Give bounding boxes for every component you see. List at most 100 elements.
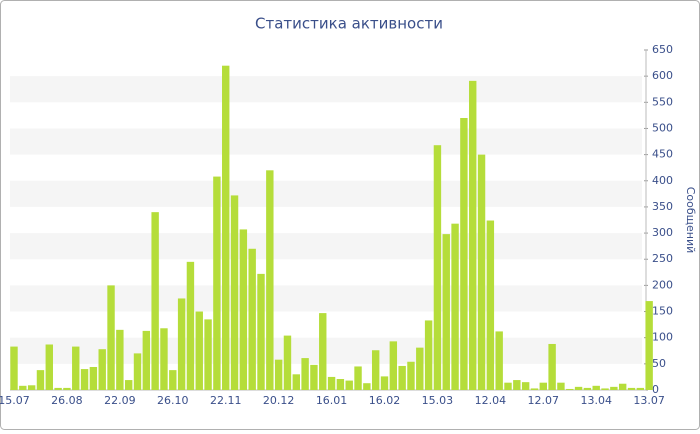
x-tick-label: 12.04 bbox=[475, 394, 507, 407]
bar bbox=[186, 261, 195, 390]
bar bbox=[469, 80, 477, 390]
bar bbox=[230, 195, 239, 390]
y-tick-label: 600 bbox=[652, 69, 673, 82]
bar bbox=[204, 319, 212, 390]
bar bbox=[327, 376, 336, 390]
bar bbox=[151, 212, 159, 390]
bar bbox=[363, 383, 371, 390]
bar bbox=[195, 311, 203, 390]
grid-band bbox=[10, 285, 642, 312]
y-axis-label: Сообщений bbox=[684, 187, 697, 254]
bar bbox=[477, 154, 486, 390]
bar bbox=[319, 313, 327, 390]
grid-band bbox=[10, 180, 642, 207]
bar bbox=[124, 380, 133, 390]
bar bbox=[566, 388, 574, 390]
bar bbox=[601, 388, 609, 390]
x-tick-label: 22.09 bbox=[104, 394, 136, 407]
bar bbox=[10, 346, 18, 390]
bar bbox=[371, 350, 380, 390]
bar bbox=[36, 370, 45, 390]
bar bbox=[539, 382, 547, 390]
bar bbox=[451, 223, 459, 390]
bar bbox=[63, 387, 71, 390]
bar bbox=[98, 349, 106, 390]
bar bbox=[486, 220, 495, 390]
bar bbox=[310, 364, 318, 390]
y-tick-label: 400 bbox=[652, 174, 673, 187]
y-tick-label: 100 bbox=[652, 331, 673, 344]
x-tick-label: 12.07 bbox=[528, 394, 560, 407]
y-tick-label: 500 bbox=[652, 121, 673, 134]
bar bbox=[645, 301, 653, 390]
y-tick-label: 350 bbox=[652, 200, 673, 213]
bar bbox=[389, 341, 398, 390]
x-tick-label: 13.04 bbox=[580, 394, 612, 407]
bar bbox=[574, 386, 583, 390]
chart-title: Статистика активности bbox=[255, 15, 443, 33]
bar bbox=[530, 388, 539, 390]
y-tick-label: 250 bbox=[652, 252, 673, 265]
bar bbox=[133, 353, 142, 390]
bar bbox=[116, 329, 124, 390]
y-tick-label: 150 bbox=[652, 305, 673, 318]
bar bbox=[248, 248, 256, 390]
x-tick-label: 22.11 bbox=[210, 394, 242, 407]
bar bbox=[424, 320, 433, 390]
x-tick-label: 20.12 bbox=[263, 394, 295, 407]
bar bbox=[460, 118, 468, 390]
bar bbox=[557, 382, 565, 390]
y-tick-label: 550 bbox=[652, 95, 673, 108]
bar bbox=[301, 358, 309, 390]
bar bbox=[495, 331, 503, 390]
bar bbox=[169, 370, 177, 390]
bar bbox=[292, 374, 300, 390]
bar bbox=[636, 387, 645, 390]
x-tick-label: 26.10 bbox=[157, 394, 189, 407]
bar bbox=[345, 380, 353, 390]
bar bbox=[177, 298, 186, 390]
x-tick-label: 15.07 bbox=[0, 394, 30, 407]
bar bbox=[442, 234, 450, 390]
bar bbox=[274, 359, 283, 390]
bar bbox=[283, 335, 292, 390]
bar bbox=[592, 385, 600, 390]
bar bbox=[380, 376, 389, 390]
bar bbox=[160, 328, 168, 390]
bar bbox=[354, 366, 362, 390]
y-tick-label: 450 bbox=[652, 148, 673, 161]
bar bbox=[89, 366, 98, 390]
bar bbox=[213, 176, 221, 390]
bar bbox=[27, 385, 36, 390]
bar bbox=[407, 361, 415, 390]
bar bbox=[19, 385, 27, 390]
bar bbox=[433, 145, 442, 390]
grid-band bbox=[10, 76, 642, 103]
bar bbox=[336, 379, 345, 390]
x-tick-label: 16.01 bbox=[316, 394, 348, 407]
y-tick-label: 0 bbox=[652, 383, 659, 396]
bar bbox=[107, 285, 115, 390]
bar bbox=[548, 343, 556, 390]
bar bbox=[142, 330, 151, 390]
bar bbox=[45, 344, 53, 390]
y-tick-label: 300 bbox=[652, 226, 673, 239]
x-tick-label: 15.03 bbox=[422, 394, 454, 407]
bar bbox=[627, 387, 636, 390]
bar bbox=[504, 382, 512, 390]
bar bbox=[398, 365, 406, 390]
bar bbox=[257, 273, 265, 390]
bar bbox=[610, 386, 618, 390]
grid-band bbox=[10, 233, 642, 260]
y-tick-label: 650 bbox=[652, 43, 673, 56]
bar bbox=[54, 387, 62, 390]
y-tick-label: 50 bbox=[652, 357, 666, 370]
bar bbox=[513, 380, 521, 390]
bar bbox=[239, 229, 248, 390]
x-tick-label: 13.07 bbox=[633, 394, 665, 407]
bar bbox=[222, 65, 230, 390]
x-tick-label: 16.02 bbox=[369, 394, 401, 407]
bar bbox=[618, 383, 627, 390]
bar bbox=[72, 346, 80, 390]
